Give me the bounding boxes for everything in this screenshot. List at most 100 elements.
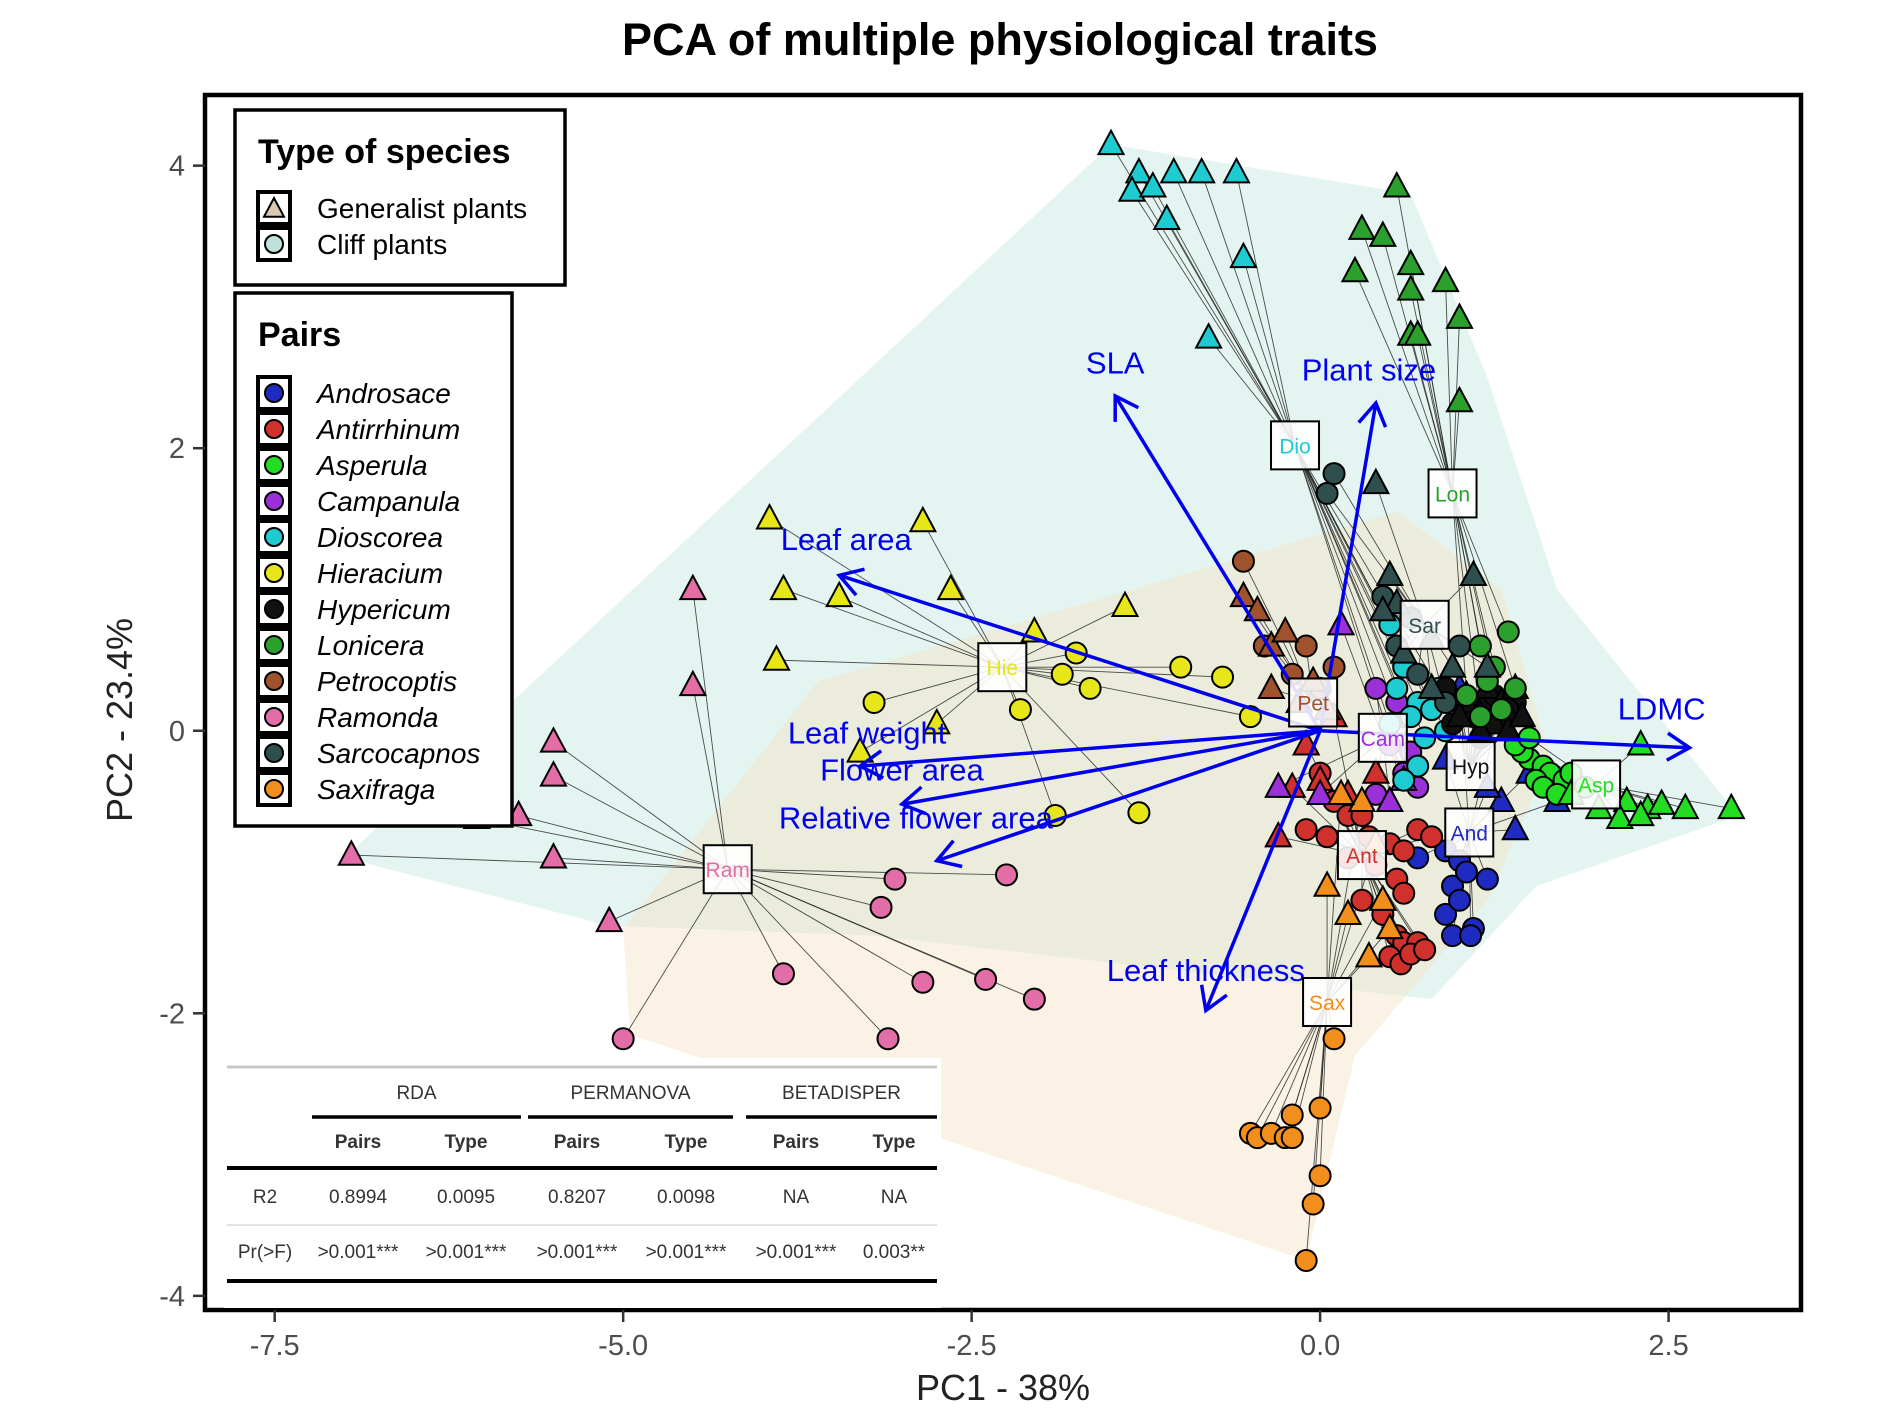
- centroid-label: Dio: [1279, 435, 1311, 458]
- legend-pair-label: Campanula: [317, 486, 460, 517]
- point-generalist: [1459, 559, 1488, 586]
- table-cell: 0.0095: [437, 1187, 495, 1208]
- centroid-label: And: [1451, 822, 1488, 845]
- spoke-line: [553, 857, 728, 870]
- table-group-header: PERMANOVA: [570, 1083, 690, 1104]
- point-generalist: [678, 669, 708, 697]
- point-generalist: [1194, 322, 1223, 349]
- vector-arrowhead: [856, 749, 885, 780]
- point-cliff: [1434, 902, 1458, 926]
- point-cliff: [1517, 726, 1541, 750]
- legend-pair-symbol: [264, 383, 284, 403]
- point-generalist: [1361, 757, 1391, 784]
- point-generalist: [1271, 615, 1300, 643]
- spoke-line: [1452, 493, 1481, 717]
- point-generalist: [769, 573, 798, 601]
- table-cell: >0.001***: [756, 1242, 837, 1263]
- plot-panel-border: [202, 92, 1804, 1313]
- point-cliff: [876, 1027, 900, 1051]
- spoke-line: [553, 775, 728, 870]
- legend-pair-key: [256, 591, 292, 627]
- x-tick-label: -7.5: [250, 1330, 300, 1362]
- spoke-line: [839, 596, 1003, 668]
- legend-pair-key: [256, 699, 292, 735]
- point-generalist: [1487, 785, 1516, 813]
- point-cliff: [1294, 634, 1318, 658]
- point-generalist: [1305, 778, 1335, 805]
- point-generalist: [1354, 940, 1384, 968]
- spoke-line: [1305, 1001, 1328, 1261]
- legend-pair-symbol: [264, 779, 284, 799]
- spoke-line: [476, 817, 728, 870]
- point-generalist: [1396, 274, 1425, 301]
- y-tick-label: -4: [159, 1281, 185, 1313]
- point-generalist: [1243, 594, 1272, 622]
- point-cliff: [1294, 818, 1318, 842]
- table-cell: 0.8207: [548, 1187, 606, 1208]
- spoke-line: [727, 868, 924, 983]
- point-cliff: [1008, 698, 1032, 722]
- point-cliff: [1127, 801, 1151, 825]
- point-generalist: [762, 644, 791, 671]
- point-cliff: [1392, 768, 1416, 792]
- point-generalist: [1438, 651, 1467, 678]
- point-cliff: [1315, 481, 1339, 505]
- spoke-line: [727, 868, 882, 908]
- vector-line: [1318, 402, 1378, 732]
- point-generalist: [755, 502, 784, 530]
- point-generalist: [1382, 170, 1411, 198]
- point-generalist: [1626, 729, 1655, 756]
- legend-pair-key: [256, 519, 292, 555]
- legend-pair-label: Dioscorea: [317, 522, 443, 553]
- vector-arrowhead: [1665, 731, 1693, 762]
- legend-pair-symbol: [264, 671, 284, 691]
- centroid-label: Asp: [1578, 774, 1614, 797]
- legend-pairs: Pairs Androsace Antirrhinum Asperula Campan…: [233, 291, 514, 828]
- point-generalist: [1368, 220, 1398, 247]
- legend-type-symbol: [264, 234, 284, 254]
- spoke-line: [1354, 271, 1453, 494]
- spoke-line: [727, 868, 1007, 876]
- point-generalist: [1326, 778, 1356, 805]
- vector-arrowhead: [898, 785, 927, 816]
- point-cliff: [1496, 620, 1520, 644]
- spoke-line: [1131, 190, 1296, 446]
- point-generalist: [1333, 898, 1363, 926]
- legend-pair-symbol: [264, 563, 284, 583]
- point-generalist: [1347, 213, 1377, 240]
- vector-line: [838, 573, 1321, 733]
- point-generalist: [1264, 771, 1293, 798]
- x-tick-label: 2.5: [1648, 1330, 1688, 1362]
- point-generalist: [678, 573, 708, 601]
- point-cliff: [1211, 665, 1235, 689]
- point-cliff: [911, 970, 935, 994]
- point-cliff: [1294, 1249, 1318, 1273]
- point-cliff: [1022, 987, 1046, 1011]
- vector-arrowhead: [933, 839, 963, 869]
- table-column-header: Type: [665, 1132, 708, 1153]
- spoke-line: [1201, 172, 1296, 446]
- point-cliff: [1078, 676, 1102, 700]
- point-cliff: [1350, 888, 1374, 912]
- point-cliff: [1050, 662, 1074, 686]
- spoke-line: [692, 685, 729, 870]
- point-cliff: [974, 967, 998, 991]
- legend-pair-label: Saxifraga: [317, 774, 435, 805]
- point-generalist: [539, 726, 568, 753]
- centroid-label: Hie: [987, 657, 1019, 680]
- centroid-box: [702, 844, 753, 895]
- legend-type-symbol: [262, 195, 286, 218]
- table-cell: 0.0098: [657, 1187, 715, 1208]
- centroid-box: [1444, 807, 1495, 858]
- table-row-label: R2: [253, 1187, 277, 1208]
- point-cliff: [1392, 839, 1416, 863]
- spoke-line: [692, 589, 729, 870]
- point-cliff: [1308, 1096, 1332, 1120]
- point-cliff: [1385, 676, 1409, 700]
- point-generalist: [908, 505, 938, 533]
- point-cliff: [1459, 924, 1483, 948]
- hull-0: [344, 144, 1739, 1000]
- legend-type-label: Generalist plants: [317, 193, 527, 224]
- centroid-label: Sar: [1408, 615, 1441, 638]
